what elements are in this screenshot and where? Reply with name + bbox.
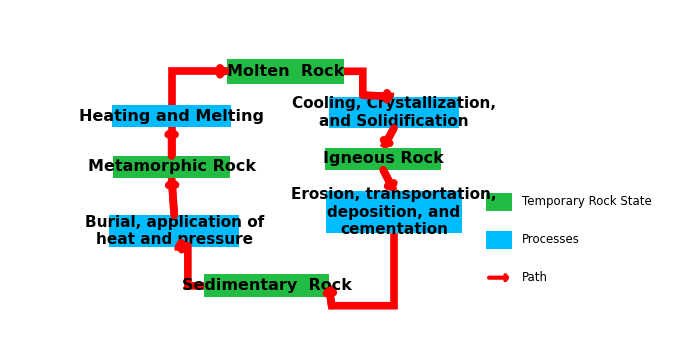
FancyBboxPatch shape xyxy=(329,97,459,128)
Text: Burial, application of
heat and pressure: Burial, application of heat and pressure xyxy=(85,215,264,247)
Text: Sedimentary  Rock: Sedimentary Rock xyxy=(181,278,351,293)
FancyBboxPatch shape xyxy=(486,193,512,211)
Text: Molten  Rock: Molten Rock xyxy=(227,64,344,79)
Text: Processes: Processes xyxy=(522,233,580,246)
Text: Metamorphic Rock: Metamorphic Rock xyxy=(88,159,256,174)
FancyBboxPatch shape xyxy=(486,231,512,249)
FancyBboxPatch shape xyxy=(112,105,231,127)
FancyBboxPatch shape xyxy=(326,191,462,233)
Text: Cooling, Crystallization,
and Solidification: Cooling, Crystallization, and Solidifica… xyxy=(292,96,496,129)
FancyBboxPatch shape xyxy=(113,156,230,178)
Text: Erosion, transportation,
deposition, and
cementation: Erosion, transportation, deposition, and… xyxy=(291,187,497,237)
FancyBboxPatch shape xyxy=(325,148,442,170)
Text: Heating and Melting: Heating and Melting xyxy=(79,109,264,124)
FancyBboxPatch shape xyxy=(109,215,239,247)
FancyBboxPatch shape xyxy=(228,59,344,84)
Text: Igneous Rock: Igneous Rock xyxy=(323,151,444,166)
Text: Path: Path xyxy=(522,271,547,284)
FancyBboxPatch shape xyxy=(204,274,329,297)
Text: Temporary Rock State: Temporary Rock State xyxy=(522,195,651,208)
